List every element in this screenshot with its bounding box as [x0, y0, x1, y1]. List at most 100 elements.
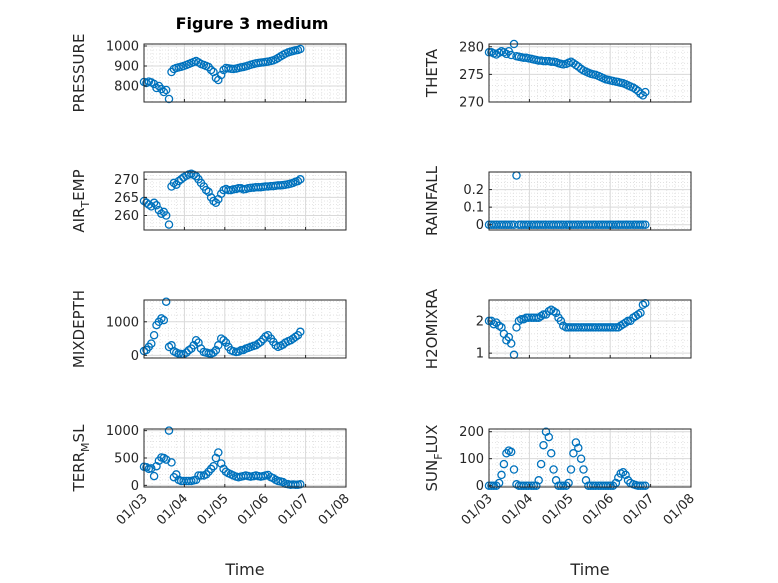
data-point	[209, 348, 218, 357]
data-point	[544, 432, 554, 442]
y-tick-label: 260	[114, 209, 139, 224]
data-point	[296, 44, 305, 54]
data-point	[551, 476, 561, 485]
data-point	[506, 339, 516, 348]
data-point	[603, 481, 613, 490]
data-point	[206, 65, 216, 75]
data-point	[504, 220, 514, 229]
subplot-sun-flux: 0 100 200 01/03 01/04 01/05 01/06 01/07 01/08 Tim…	[423, 425, 698, 579]
data-point	[214, 448, 223, 457]
figure-title: Figure 3 medium	[176, 14, 329, 33]
data-point	[256, 337, 266, 347]
subplot-rainfall: 0 0.1 0.2 RAINFALL	[423, 165, 692, 236]
data-point	[281, 180, 290, 189]
data-point	[527, 481, 536, 490]
data-point	[502, 49, 511, 59]
x-tick-label: 01/05	[540, 491, 577, 528]
data-point	[641, 220, 650, 229]
data-point	[157, 209, 166, 218]
x-tick-label: 01/05	[195, 491, 232, 528]
x-tick-label: 01/06	[580, 491, 617, 528]
y-axis-label: TERRMSL	[70, 424, 92, 493]
y-axis-label: PRESSURE	[70, 34, 88, 113]
data-point	[209, 461, 218, 471]
x-tick-label: 01/07	[275, 491, 312, 528]
data-point	[161, 85, 171, 95]
data-point	[623, 476, 633, 485]
data-point	[611, 323, 621, 332]
data-point	[532, 481, 541, 490]
y-tick-label: 900	[114, 60, 139, 75]
data-point	[546, 449, 556, 458]
axes-box	[488, 428, 692, 488]
minor-grid	[144, 172, 346, 230]
data-point	[167, 458, 176, 467]
data-point	[536, 459, 546, 469]
y-tick-label: 265	[114, 191, 139, 206]
x-tick-label: 01/06	[235, 491, 272, 528]
x-tick-label: 01/08	[661, 491, 698, 528]
data-point	[576, 454, 586, 463]
data-point	[638, 481, 648, 490]
data-point	[149, 330, 159, 340]
minor-grid	[489, 172, 691, 230]
series-markers	[139, 169, 305, 229]
subplot-h2omixra: 1 2 H2OMIXRA	[423, 288, 692, 369]
axes-box	[488, 43, 692, 103]
data-point	[636, 89, 645, 98]
data-point	[621, 318, 630, 327]
data-point	[161, 297, 171, 306]
data-point	[191, 475, 201, 485]
data-point	[638, 220, 648, 229]
x-tick-label: 01/07	[620, 491, 657, 528]
series-markers	[484, 171, 650, 229]
data-point	[169, 178, 179, 188]
data-point	[159, 87, 169, 97]
data-point	[196, 471, 206, 480]
y-tick-label: 100	[459, 452, 484, 467]
subplot-air-temp: 260 265 270 AIRTEMP	[70, 169, 347, 233]
data-point	[621, 470, 630, 480]
data-point	[569, 449, 578, 458]
data-point	[204, 467, 213, 476]
axes-box	[143, 299, 347, 359]
data-point	[152, 201, 161, 210]
data-point	[291, 480, 300, 490]
data-point	[201, 470, 211, 479]
data-point	[492, 481, 501, 490]
x-tick-label: 01/04	[499, 491, 536, 528]
y-axis-label: H2OMIXRA	[423, 288, 441, 369]
data-point	[499, 459, 509, 469]
data-point	[549, 465, 558, 474]
data-point	[149, 471, 159, 481]
y-tick-label: 0	[131, 479, 139, 494]
y-tick-label: 800	[114, 80, 139, 95]
y-tick-label: 270	[459, 96, 484, 111]
y-tick-label: 1	[476, 347, 484, 362]
y-tick-label: 0	[476, 218, 484, 233]
data-point	[164, 94, 174, 104]
y-tick-label: 1000	[106, 424, 139, 439]
data-point	[614, 473, 623, 482]
data-point	[487, 481, 496, 490]
data-point	[296, 175, 305, 184]
data-point	[219, 335, 228, 345]
y-tick-label: 1000	[106, 315, 139, 330]
data-point	[534, 476, 543, 485]
subplot-pressure: 800 900 1000 PRESSURE	[70, 34, 347, 113]
data-point	[152, 461, 161, 471]
data-point	[152, 83, 161, 93]
data-point	[566, 465, 576, 474]
y-tick-label: 0.1	[463, 201, 484, 216]
y-axis-label: THETA	[423, 48, 441, 98]
data-point	[157, 314, 166, 323]
data-point	[216, 459, 226, 468]
x-tick-label: 01/03	[114, 491, 151, 528]
data-point	[296, 480, 305, 489]
data-point	[556, 316, 566, 326]
data-point	[641, 87, 650, 97]
y-axis-label: AIRTEMP	[70, 169, 92, 232]
series-markers	[484, 298, 650, 360]
